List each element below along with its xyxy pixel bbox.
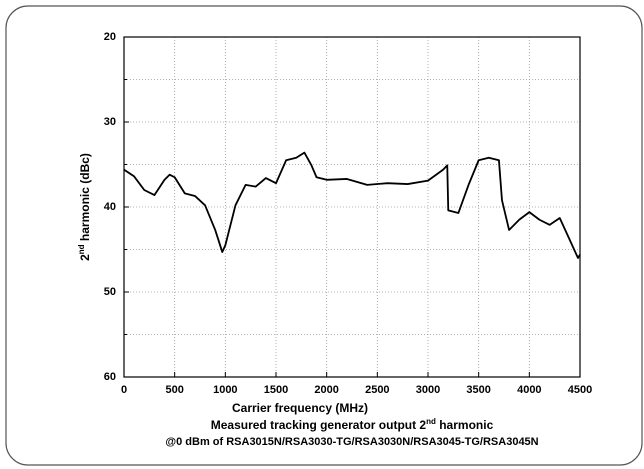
caption: Measured tracking generator output 2nd h…: [211, 417, 494, 432]
x-tick-label: 4000: [517, 384, 541, 396]
y-tick-label: 50: [104, 286, 116, 298]
x-axis-label: Carrier frequency (MHz): [232, 401, 368, 415]
frame: [5, 5, 643, 466]
y-tick-label: 20: [104, 31, 116, 43]
y-label-sup: nd: [77, 244, 86, 254]
x-tick-label: 2000: [314, 384, 338, 396]
y-axis-label: 2nd harmonic (dBc): [77, 153, 92, 261]
x-tick-label: 2500: [365, 384, 389, 396]
subcaption: @0 dBm of RSA3015N/RSA3030-TG/RSA3030N/R…: [165, 436, 538, 448]
y-label-base: 2: [78, 254, 92, 261]
y-tick-label: 30: [104, 116, 116, 128]
x-tick-label: 1000: [213, 384, 237, 396]
y-tick-label: 40: [104, 201, 116, 213]
caption-base: Measured tracking generator output 2: [211, 418, 427, 432]
caption-sup: nd: [426, 417, 436, 426]
x-tick-label: 500: [165, 384, 183, 396]
x-tick-label: 4500: [568, 384, 592, 396]
plot-area: [123, 36, 581, 378]
y-tick-label: 60: [104, 371, 116, 383]
x-tick-label: 0: [121, 384, 127, 396]
x-tick-label: 3000: [416, 384, 440, 396]
caption-rest: harmonic: [436, 418, 494, 432]
x-tick-label: 1500: [264, 384, 288, 396]
x-tick-label: 3500: [466, 384, 490, 396]
y-label-rest: harmonic (dBc): [78, 153, 92, 244]
data-line: [123, 151, 581, 259]
